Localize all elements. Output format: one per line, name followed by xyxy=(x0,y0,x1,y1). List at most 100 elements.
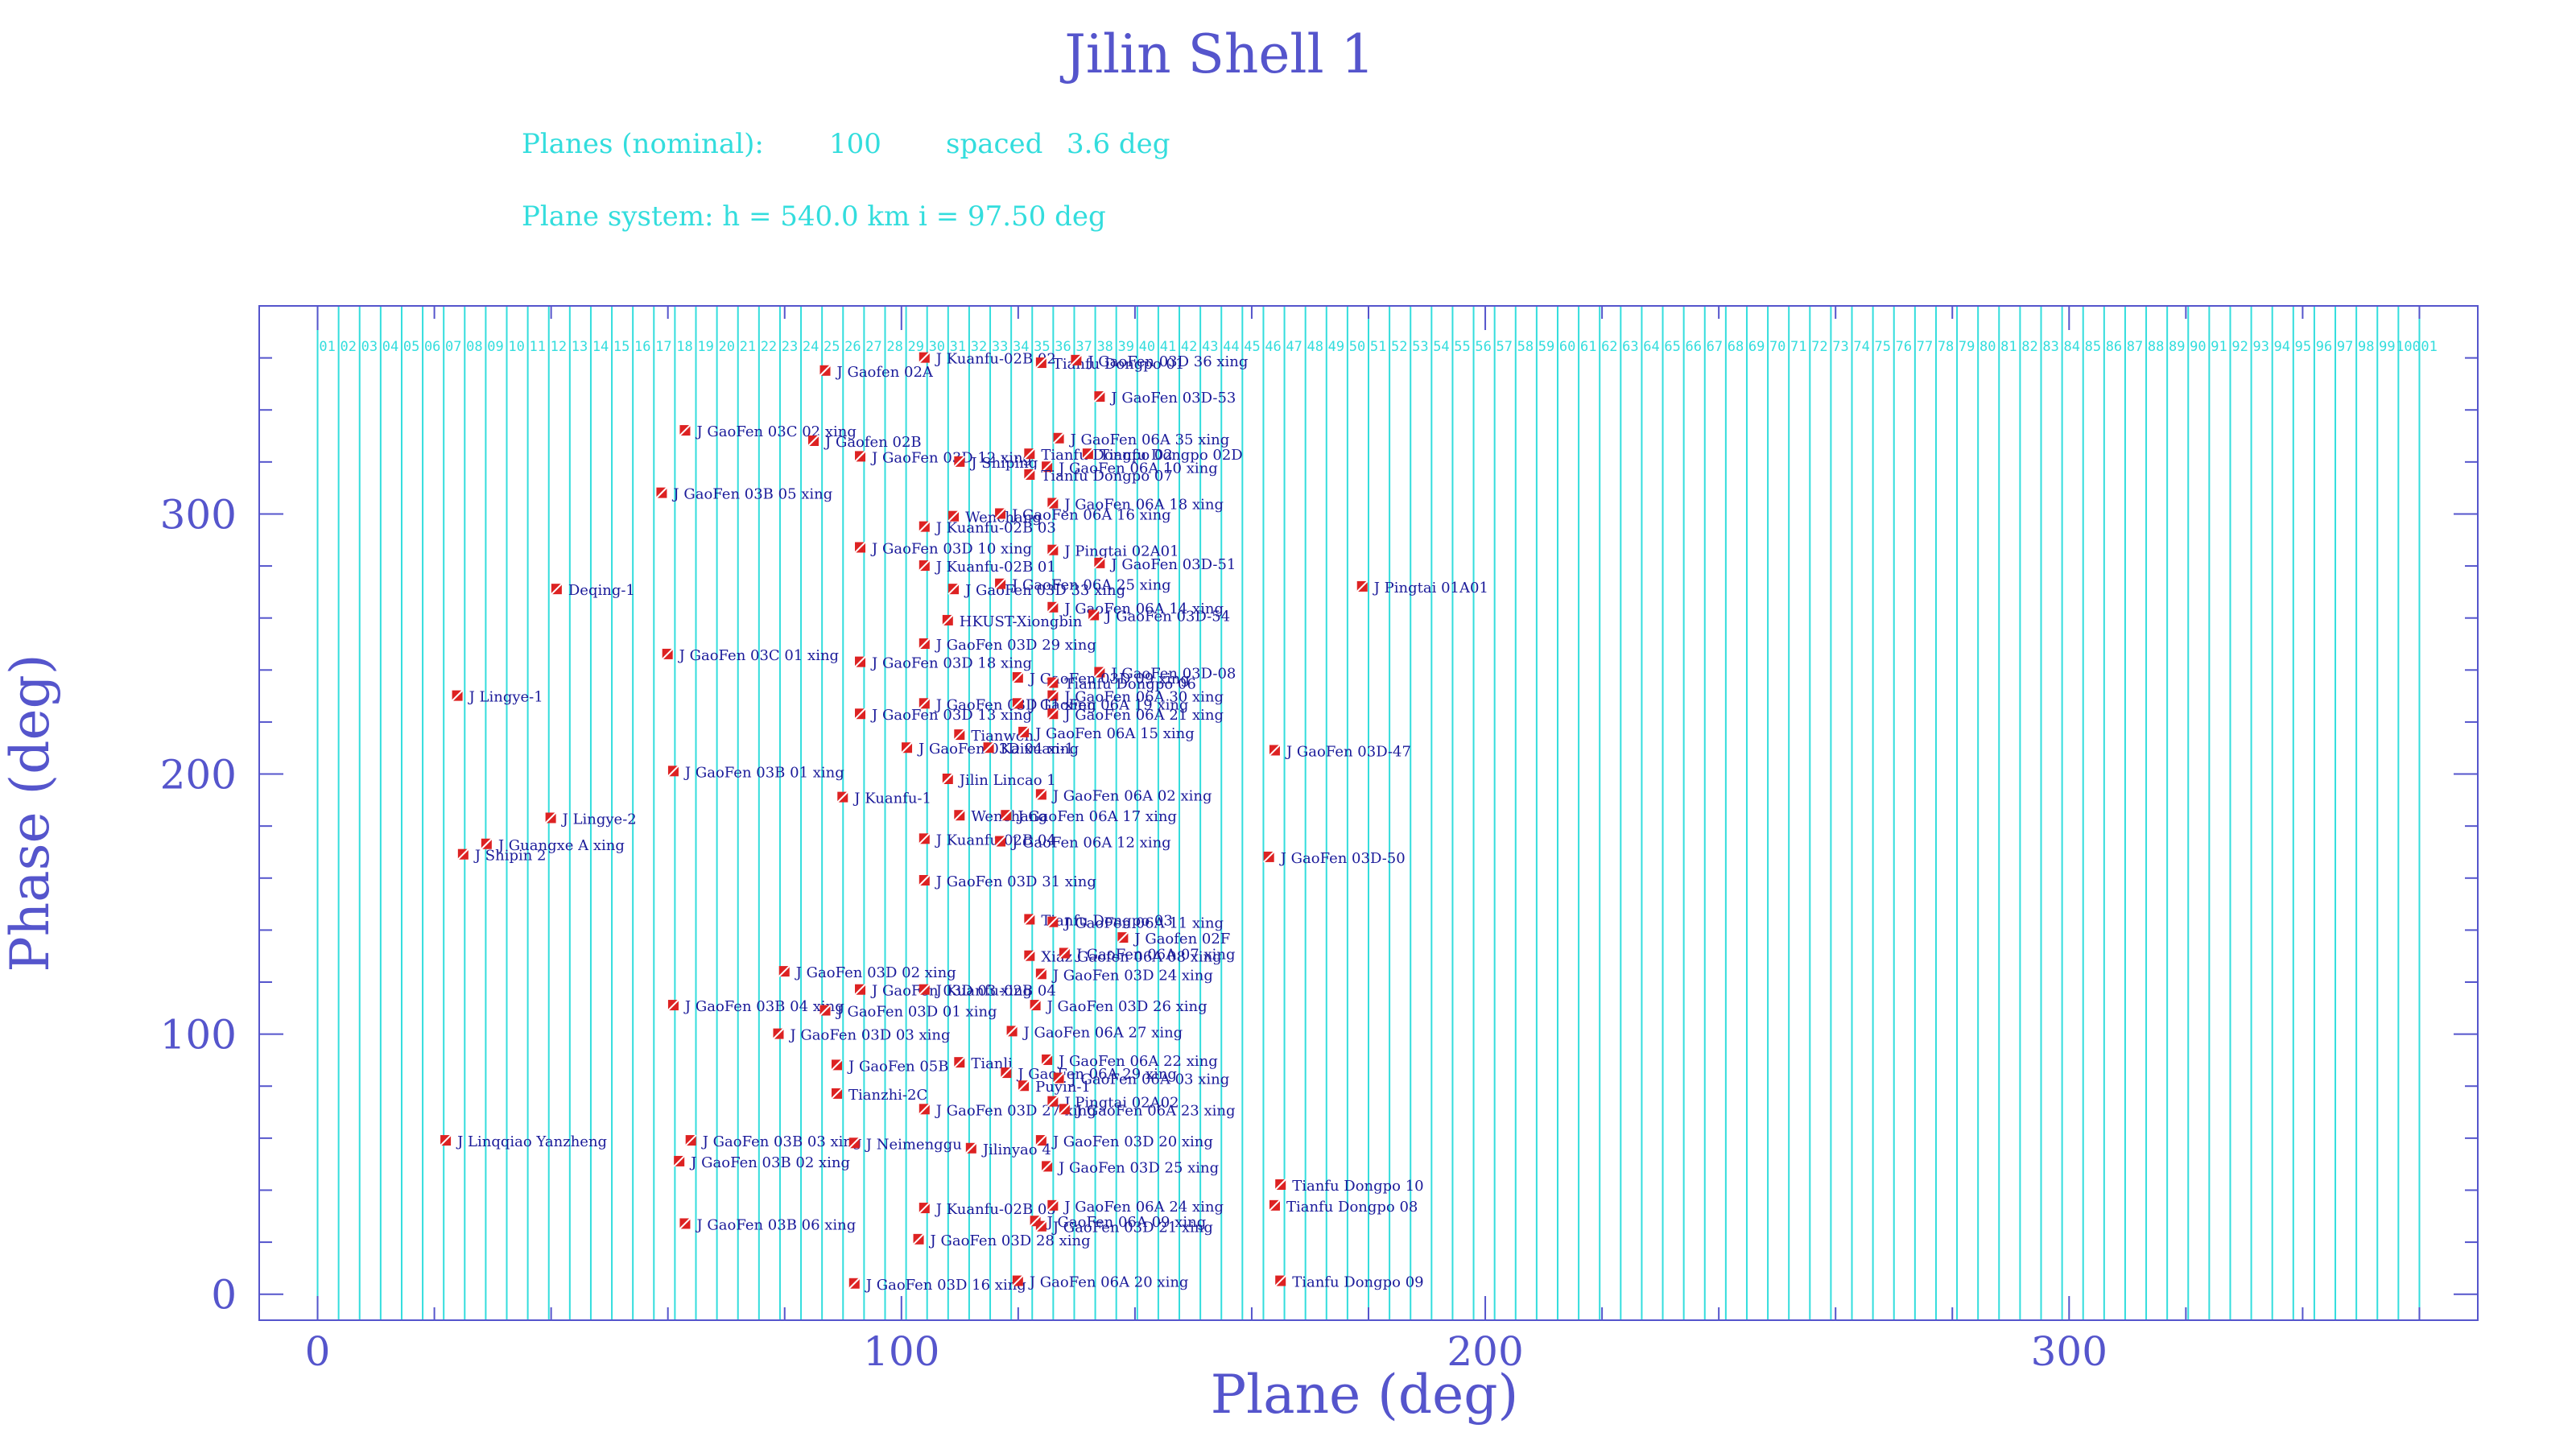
point-marker-slash xyxy=(836,791,848,803)
point-label: J GaoFen 06A 18 xing xyxy=(1063,497,1224,514)
point-marker-slash xyxy=(1029,999,1042,1011)
satellite-point: Kaixuan-1 xyxy=(982,741,1074,758)
satellite-point: J GaoFen 03D 03 xing xyxy=(854,983,1032,1000)
satellite-point: J GaoFen 06A 35 xing xyxy=(1052,431,1229,448)
plane-number: 98 xyxy=(2358,339,2374,355)
point-marker-slash xyxy=(772,1027,785,1040)
plane-number: 39 xyxy=(1118,339,1134,355)
point-marker-slash xyxy=(1046,1199,1059,1212)
satellite-point: Tianfu Dongpo 03 xyxy=(1023,912,1173,929)
satellite-point: J GaoFen 06A 15 xing xyxy=(1018,725,1195,742)
plane-number: 86 xyxy=(2106,339,2122,355)
point-label: J GaoFen 03D 04 xing xyxy=(917,741,1079,758)
point-label: J GaoFen 03D-47 xyxy=(1285,743,1411,760)
satellite-point: J GaoFen 06A 22 xing xyxy=(1041,1053,1218,1070)
satellite-point: J GaoFen 03D 04 xing xyxy=(901,741,1079,758)
satellite-point: J GaoFen 03B 04 xing xyxy=(667,998,844,1015)
plane-number: 03 xyxy=(361,339,378,355)
point-label: J Neimenggu xyxy=(865,1136,962,1153)
plane-number: 49 xyxy=(1328,339,1344,355)
plane-number: 59 xyxy=(1538,339,1554,355)
satellite-point: J GaoFen 03D-53 xyxy=(1093,390,1236,407)
point-label: J GaoFen 06A 07 xing xyxy=(1075,946,1236,963)
plane-number: 72 xyxy=(1811,339,1827,355)
point-label: J GaoFen 03B 06 xing xyxy=(695,1216,856,1233)
point-marker-slash xyxy=(1012,697,1024,710)
point-marker-slash xyxy=(953,809,966,821)
point-marker-slash xyxy=(1018,726,1030,738)
satellite-point: J GaoFen 06A 10 xing xyxy=(1041,460,1218,477)
point-label: Tianfu Dongpo 02D xyxy=(1100,447,1243,464)
point-label: J Kuanfu-02B 04 xyxy=(935,983,1056,1000)
point-marker-slash xyxy=(1023,949,1036,962)
satellite-point: J Kuanfu-02B 04 xyxy=(919,983,1056,1000)
point-marker-slash xyxy=(457,848,469,861)
plane-number: 82 xyxy=(2021,339,2037,355)
point-marker-slash xyxy=(848,1278,861,1290)
plane-number: 25 xyxy=(824,339,840,355)
point-label: Tianfu Dongpo 09 xyxy=(1292,1274,1423,1291)
plane-number: 48 xyxy=(1307,339,1323,355)
satellite-point: Xiaz Gaofen 06A 08 xing xyxy=(1023,949,1222,966)
satellite-point: J Gaofen 02A xyxy=(819,364,934,381)
satellite-point: Jilinyao 4 xyxy=(965,1141,1051,1158)
satellite-point: J GaoFen 06A 12 xing xyxy=(994,835,1171,852)
plane-number: 18 xyxy=(676,339,692,355)
point-marker-slash xyxy=(655,486,668,499)
y-tick-label: 300 xyxy=(160,491,237,538)
point-marker-slash xyxy=(919,520,931,533)
plane-number: 84 xyxy=(2063,339,2079,355)
satellite-point: J Shiping xyxy=(953,455,1038,472)
satellite-point: J GaoFen 03D 09 xing xyxy=(1012,671,1190,687)
plane-number: 29 xyxy=(907,339,923,355)
plane-number: 68 xyxy=(1728,339,1744,355)
satellite-point: J GaoFen 06A 30 xing xyxy=(1046,689,1224,706)
plane-spacing: 3.6 deg xyxy=(1067,128,1170,160)
plane-number: 57 xyxy=(1496,339,1513,355)
point-label: J GaoFen 06A 20 xing xyxy=(1028,1274,1189,1291)
plane-number: 92 xyxy=(2231,339,2248,355)
point-label: J Gaofen 02F xyxy=(1133,931,1230,947)
plane-number: 81 xyxy=(2000,339,2017,355)
point-marker-slash xyxy=(919,697,931,710)
plane-number: 75 xyxy=(1874,339,1890,355)
plane-number: 62 xyxy=(1601,339,1617,355)
point-marker-slash xyxy=(1274,1274,1286,1287)
point-marker-slash xyxy=(1035,1134,1047,1146)
plane-number: 31 xyxy=(950,339,966,355)
satellite-point: J GaoFen 06A 09 xing xyxy=(1029,1214,1206,1231)
point-marker-slash xyxy=(481,838,493,850)
x-axis-label: Plane (deg) xyxy=(1211,1364,1518,1426)
plane-number: 13 xyxy=(572,339,588,355)
point-label: J GaoFen 03D-50 xyxy=(1279,850,1406,867)
plane-number: 69 xyxy=(1748,339,1765,355)
satellite-point: J GaoFen 06A 20 xing xyxy=(1012,1274,1189,1291)
point-marker-slash xyxy=(1023,448,1036,460)
plane-number: 60 xyxy=(1559,339,1575,355)
point-label: J Shiping xyxy=(969,455,1038,472)
plane-number: 44 xyxy=(1223,339,1239,355)
plane-number: 20 xyxy=(718,339,734,355)
plane-number: 23 xyxy=(782,339,798,355)
plane-number: 52 xyxy=(1391,339,1407,355)
plane-number: 96 xyxy=(2316,339,2332,355)
point-marker-slash xyxy=(1117,931,1129,943)
plane-number: 09 xyxy=(487,339,503,355)
point-label: J GaoFen 06A 12 xing xyxy=(1010,835,1171,852)
satellite-point: J Linqqiao Yanzheng xyxy=(440,1133,607,1150)
point-marker-slash xyxy=(919,983,931,996)
point-marker-slash xyxy=(994,577,1006,590)
point-label: Tianfu Dongpo 07 xyxy=(1041,468,1172,485)
satellite-point: J GaoFen 03D 13 xing xyxy=(854,707,1032,724)
point-marker-slash xyxy=(1052,1071,1065,1084)
satellite-point: J GaoFen 03B 06 xing xyxy=(679,1216,856,1233)
plane-number: 54 xyxy=(1433,339,1449,355)
plane-number: 79 xyxy=(1959,339,1975,355)
point-marker-slash xyxy=(1269,744,1281,757)
point-marker-slash xyxy=(942,614,954,626)
point-label: Tianwen xyxy=(971,728,1034,745)
x-tick-label: 300 xyxy=(2031,1328,2107,1375)
plane-number: 61 xyxy=(1580,339,1596,355)
y-tick-label: 100 xyxy=(160,1012,237,1059)
